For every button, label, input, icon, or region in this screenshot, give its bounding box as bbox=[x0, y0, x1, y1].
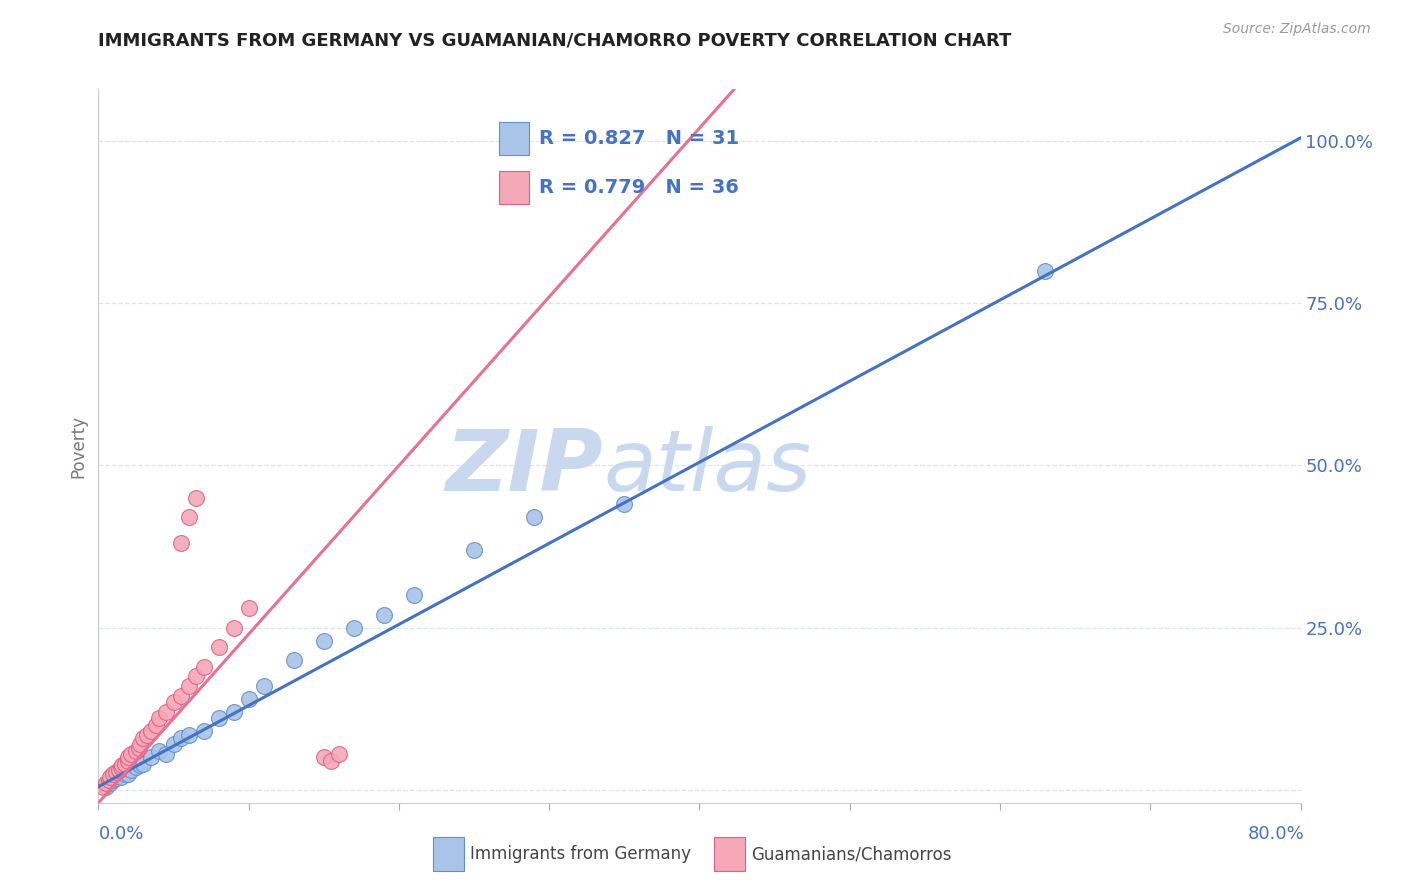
Point bbox=[162, 738, 184, 752]
Text: R = 0.779   N = 36: R = 0.779 N = 36 bbox=[538, 178, 740, 197]
Point bbox=[125, 744, 148, 758]
Point bbox=[97, 773, 120, 788]
Text: 0.0%: 0.0% bbox=[98, 825, 143, 843]
Point bbox=[312, 633, 335, 648]
Bar bbox=[499, 122, 529, 154]
Point bbox=[91, 780, 114, 794]
Point bbox=[177, 679, 200, 693]
Point bbox=[238, 601, 260, 615]
Text: R = 0.827   N = 31: R = 0.827 N = 31 bbox=[538, 128, 740, 148]
Point bbox=[208, 711, 231, 725]
Point bbox=[177, 728, 200, 742]
Point bbox=[177, 510, 200, 524]
Point bbox=[100, 776, 122, 790]
Point bbox=[117, 766, 139, 780]
Point bbox=[253, 679, 276, 693]
Point bbox=[402, 588, 425, 602]
Y-axis label: Poverty: Poverty bbox=[69, 415, 87, 477]
Text: 80.0%: 80.0% bbox=[1249, 825, 1305, 843]
Point bbox=[94, 776, 117, 790]
Point bbox=[105, 764, 128, 779]
Point bbox=[129, 758, 152, 772]
Point bbox=[125, 760, 148, 774]
Point bbox=[103, 766, 125, 780]
Point bbox=[1033, 264, 1056, 278]
Point bbox=[523, 510, 546, 524]
Point bbox=[463, 542, 485, 557]
Point bbox=[128, 740, 150, 755]
Point bbox=[184, 669, 207, 683]
Point bbox=[155, 747, 177, 761]
Point bbox=[613, 497, 636, 511]
Point bbox=[132, 756, 155, 771]
Point bbox=[148, 744, 170, 758]
Point bbox=[114, 766, 136, 780]
Point bbox=[208, 640, 231, 654]
Point bbox=[105, 771, 128, 785]
Point bbox=[170, 731, 193, 745]
Point bbox=[373, 607, 395, 622]
Point bbox=[145, 718, 167, 732]
Point bbox=[117, 754, 139, 768]
Point bbox=[103, 773, 125, 788]
Point bbox=[162, 695, 184, 709]
Text: Immigrants from Germany: Immigrants from Germany bbox=[470, 845, 690, 863]
Text: ZIP: ZIP bbox=[446, 425, 603, 509]
Text: Source: ZipAtlas.com: Source: ZipAtlas.com bbox=[1223, 22, 1371, 37]
Point bbox=[222, 705, 245, 719]
Text: IMMIGRANTS FROM GERMANY VS GUAMANIAN/CHAMORRO POVERTY CORRELATION CHART: IMMIGRANTS FROM GERMANY VS GUAMANIAN/CHA… bbox=[98, 31, 1012, 49]
Point bbox=[193, 724, 215, 739]
Point bbox=[238, 692, 260, 706]
Point bbox=[148, 711, 170, 725]
Point bbox=[170, 689, 193, 703]
Point bbox=[110, 760, 132, 774]
Point bbox=[94, 780, 117, 794]
Point bbox=[139, 724, 162, 739]
Point bbox=[155, 705, 177, 719]
Text: atlas: atlas bbox=[603, 425, 811, 509]
Point bbox=[108, 764, 131, 778]
Point bbox=[139, 750, 162, 764]
Point bbox=[129, 738, 152, 752]
Point bbox=[170, 536, 193, 550]
Point bbox=[193, 659, 215, 673]
Point bbox=[135, 728, 157, 742]
Point bbox=[111, 758, 134, 772]
Point bbox=[110, 770, 132, 784]
Text: Guamanians/Chamorros: Guamanians/Chamorros bbox=[751, 845, 952, 863]
Point bbox=[328, 747, 350, 761]
Point bbox=[121, 747, 143, 761]
Bar bbox=[714, 837, 745, 871]
Point bbox=[312, 750, 335, 764]
Point bbox=[222, 621, 245, 635]
Point bbox=[184, 491, 207, 505]
Point bbox=[132, 731, 155, 745]
Bar bbox=[499, 171, 529, 204]
Point bbox=[100, 770, 122, 784]
Point bbox=[117, 750, 139, 764]
Point bbox=[114, 756, 136, 771]
Point bbox=[343, 621, 366, 635]
Point bbox=[283, 653, 305, 667]
Point bbox=[321, 754, 343, 768]
Point bbox=[121, 764, 143, 778]
Bar bbox=[433, 837, 464, 871]
